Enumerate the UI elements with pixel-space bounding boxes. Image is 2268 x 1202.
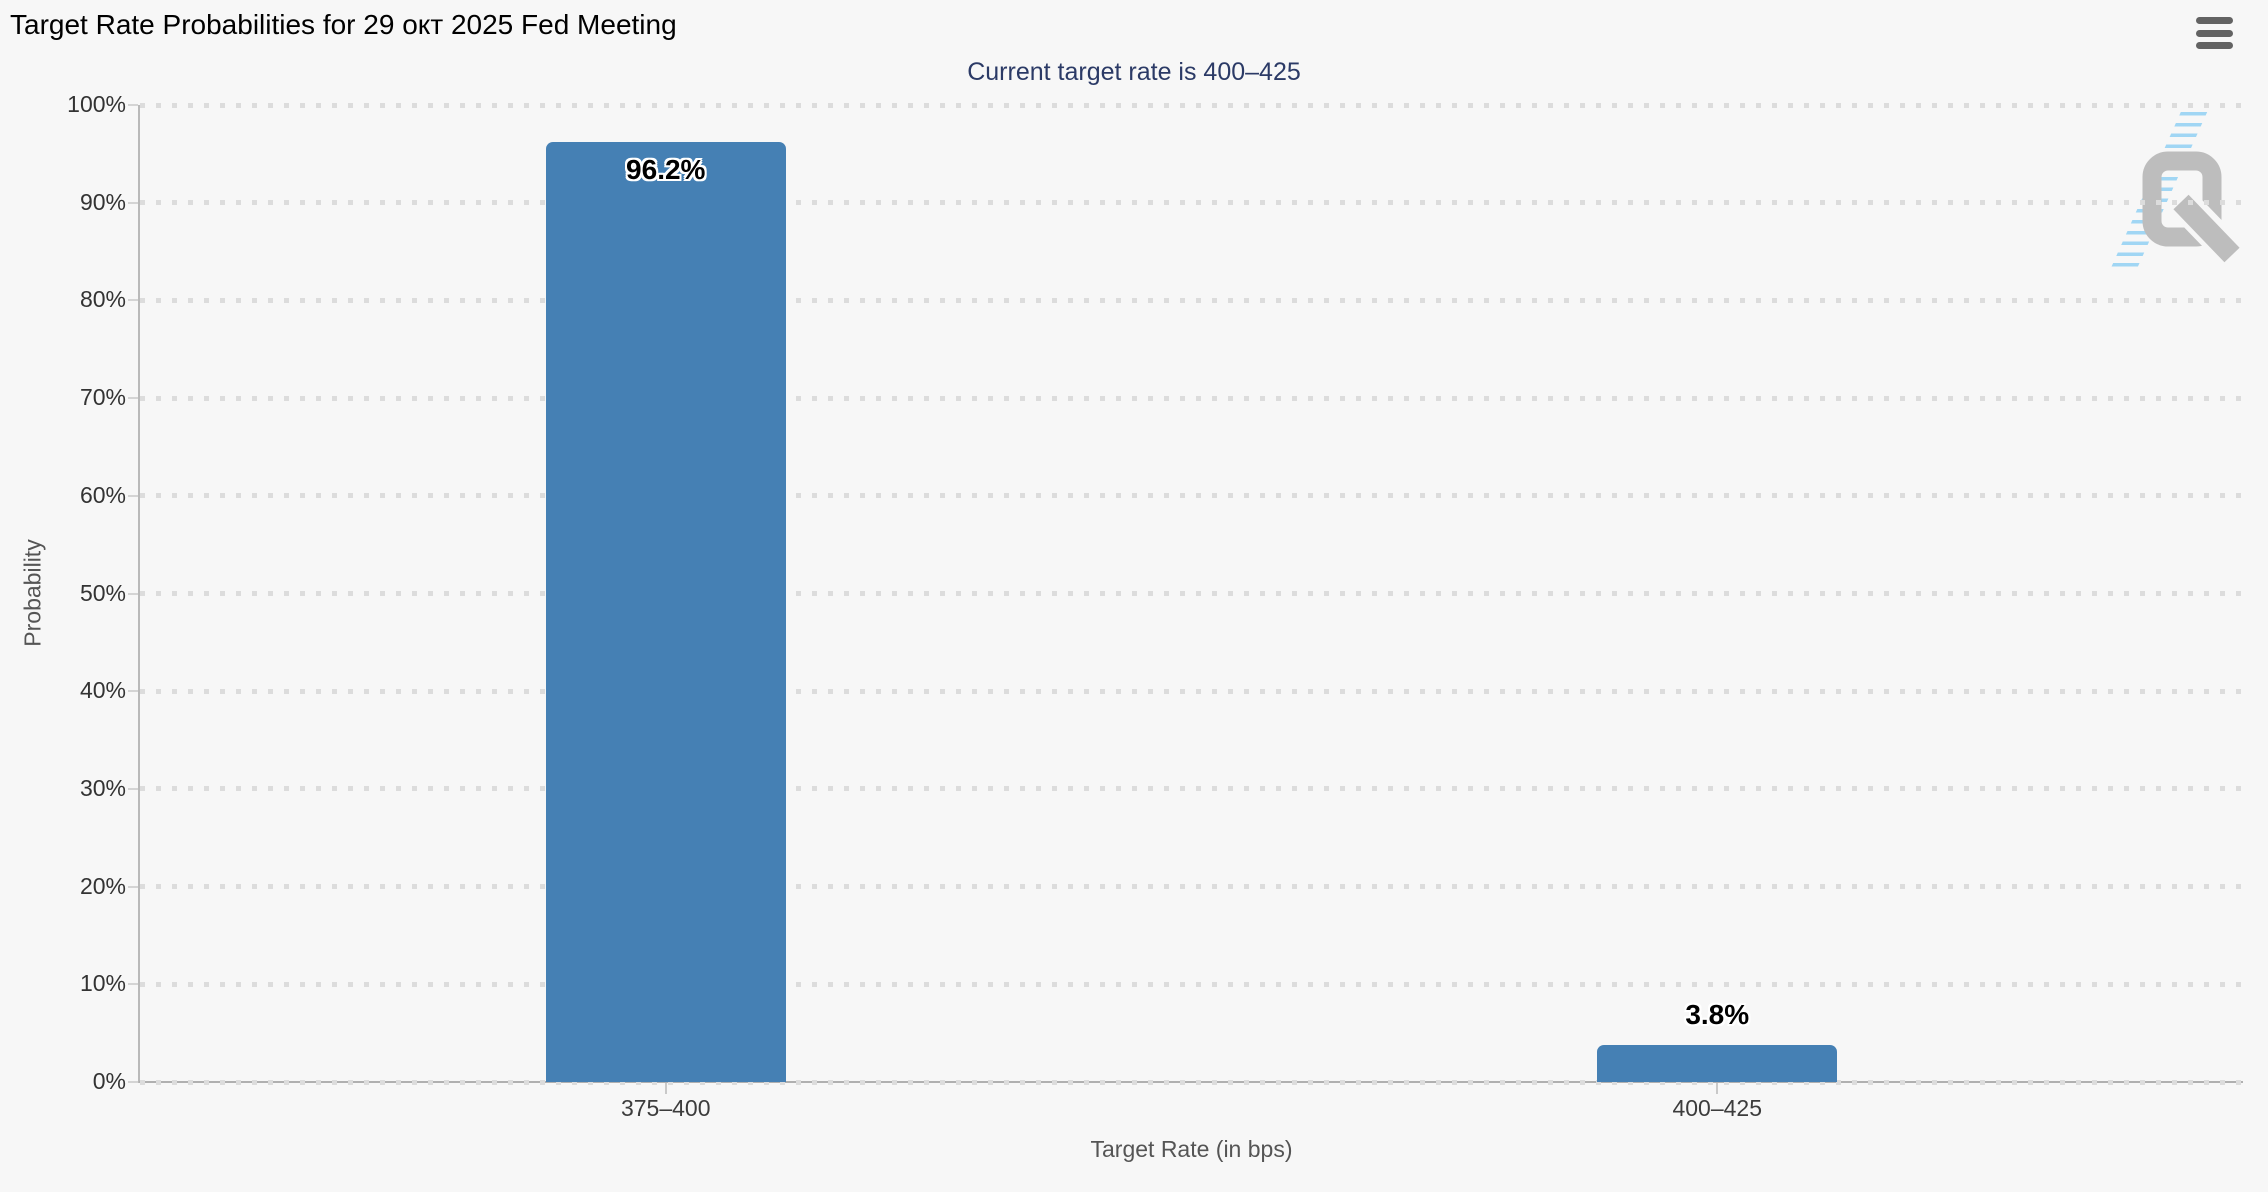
chart-context-menu-button[interactable] [2195, 16, 2235, 50]
gridline [140, 688, 2243, 694]
y-axis-label: 10% [79, 970, 126, 997]
y-axis-tick [128, 397, 138, 400]
y-axis-label: 50% [79, 579, 126, 606]
x-axis-title: Target Rate (in bps) [1090, 1136, 1293, 1162]
gridline [140, 884, 2243, 890]
y-axis-label: 80% [79, 286, 126, 313]
y-axis-label: 40% [79, 677, 126, 704]
plot-area: 96.2% 3.8% [140, 102, 2243, 1085]
hamburger-menu-icon [2196, 17, 2233, 24]
y-axis-label: 100% [67, 91, 126, 117]
hamburger-menu-icon [2196, 42, 2233, 49]
y-axis-label: 30% [79, 774, 126, 801]
y-axis-tick [128, 104, 138, 106]
gridline [140, 102, 2243, 108]
y-axis-label: 60% [79, 481, 126, 508]
y-axis-tick [128, 201, 138, 204]
x-axis-label: 375–400 [620, 1095, 711, 1121]
x-axis-tick [664, 1083, 667, 1094]
bar-value-label: 3.8% [1685, 998, 1750, 1030]
bar-value-label: 96.2% [626, 154, 706, 186]
gridline [140, 493, 2243, 499]
y-axis-label: 20% [79, 872, 126, 899]
x-axis-label: 400–425 [1672, 1095, 1763, 1121]
gridline [140, 981, 2243, 987]
gridline [140, 297, 2243, 303]
gridline [140, 200, 2243, 206]
bar[interactable] [1597, 1044, 1838, 1082]
y-axis-label: 90% [79, 188, 126, 215]
gridline [140, 591, 2243, 596]
y-axis-tick [128, 299, 138, 302]
y-axis-label: 70% [79, 384, 126, 411]
y-axis-tick [128, 494, 138, 497]
y-axis-tick [128, 787, 138, 790]
y-axis-tick [128, 690, 138, 693]
y-axis-tick [128, 885, 138, 888]
y-axis-tick [128, 592, 138, 595]
y-axis-label: 0% [92, 1068, 126, 1094]
y-axis-line [138, 105, 140, 1083]
chart-subtitle: Current target rate is 400–425 [967, 58, 1301, 86]
gridline [140, 786, 2243, 792]
y-axis-tick [128, 1081, 138, 1083]
chart-title: Target Rate Probabilities for 29 окт 202… [10, 9, 677, 40]
x-axis-tick [1716, 1083, 1719, 1094]
hamburger-menu-icon [2196, 29, 2233, 37]
bar[interactable] [545, 142, 786, 1082]
y-axis-tick [128, 983, 138, 986]
gridline [140, 395, 2243, 401]
